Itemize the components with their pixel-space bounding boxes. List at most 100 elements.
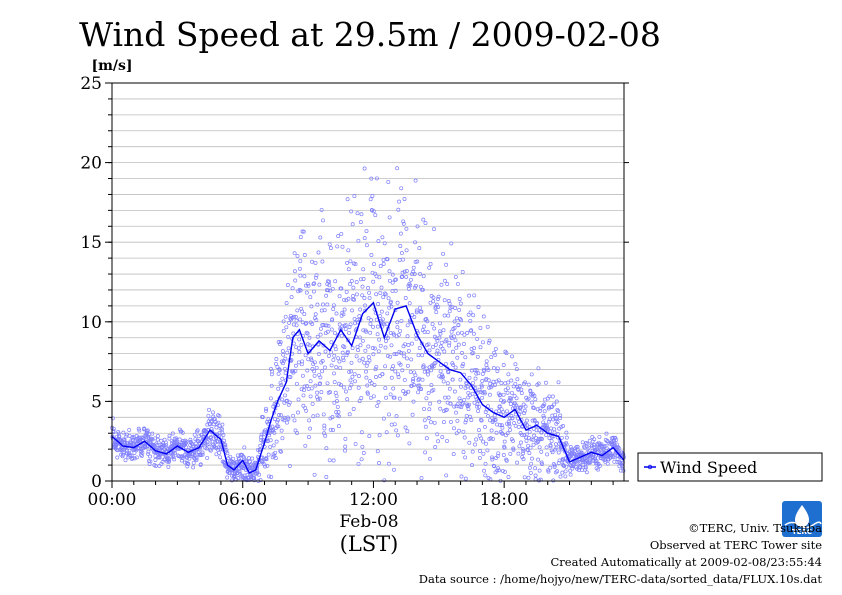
sample-point — [286, 402, 291, 407]
sample-point — [386, 335, 390, 340]
sample-point — [233, 466, 238, 470]
wave-icon — [784, 521, 822, 529]
sample-point — [502, 399, 507, 404]
sample-point — [286, 416, 291, 421]
sample-point — [475, 336, 480, 341]
sample-point — [455, 418, 460, 423]
sample-point — [438, 321, 442, 326]
sample-point — [392, 352, 397, 357]
sample-point — [532, 419, 537, 424]
sample-point — [531, 405, 536, 410]
sample-point — [383, 364, 388, 369]
sample-point — [310, 259, 314, 264]
sample-point — [234, 460, 239, 465]
sample-point — [399, 186, 404, 191]
sample-point — [550, 450, 555, 455]
sample-point — [452, 326, 457, 330]
sample-point — [276, 424, 281, 429]
sample-point — [491, 436, 495, 441]
sample-point — [353, 441, 358, 446]
sample-point — [218, 447, 223, 452]
sample-point — [480, 379, 485, 383]
sample-point — [289, 295, 294, 300]
sample-point — [410, 272, 415, 277]
sample-point — [497, 393, 502, 398]
sample-point — [231, 456, 236, 461]
sample-point — [584, 470, 589, 475]
sample-point — [229, 478, 234, 483]
sample-point — [309, 304, 314, 309]
sample-point — [369, 318, 373, 322]
sample-point — [195, 428, 200, 433]
sample-point — [281, 352, 286, 357]
sample-point — [543, 380, 548, 385]
sample-point — [563, 474, 568, 479]
sample-point — [308, 379, 313, 384]
sample-point — [478, 389, 483, 394]
sample-point — [386, 179, 391, 184]
sample-point — [598, 463, 602, 468]
sample-point — [465, 384, 470, 389]
sample-point — [211, 410, 215, 415]
footer-created: Created Automatically at 2009-02-08/23:5… — [551, 555, 823, 569]
sample-point — [374, 292, 379, 297]
sample-point — [415, 259, 420, 264]
sample-point — [375, 332, 380, 337]
sample-point — [167, 458, 172, 463]
sample-point — [616, 445, 620, 450]
sample-point — [320, 259, 325, 264]
sample-point — [364, 229, 369, 234]
sample-point — [288, 316, 293, 321]
sample-point — [268, 396, 273, 401]
sample-point — [293, 363, 298, 368]
sample-point — [499, 423, 504, 428]
sample-point — [525, 397, 530, 402]
sample-point — [313, 312, 318, 317]
sample-point — [139, 447, 144, 451]
sample-point — [461, 429, 466, 434]
sample-point — [577, 464, 582, 469]
sample-point — [480, 395, 485, 400]
sample-point — [451, 334, 456, 339]
sample-point — [167, 436, 172, 441]
sample-point — [552, 430, 557, 435]
sample-point — [401, 219, 406, 224]
sample-point — [333, 331, 337, 336]
sample-point — [346, 248, 351, 253]
sample-point — [360, 356, 365, 361]
sample-point — [620, 460, 625, 465]
sample-point — [466, 407, 471, 412]
sample-point — [447, 386, 452, 391]
sample-point — [568, 445, 573, 449]
sample-point — [172, 448, 177, 453]
sample-point — [371, 324, 376, 329]
sample-point — [217, 430, 222, 435]
sample-point — [434, 310, 439, 315]
sample-point — [514, 367, 519, 372]
sample-point — [455, 281, 460, 286]
sample-point — [280, 376, 285, 381]
sample-point — [405, 363, 410, 368]
sample-point — [373, 213, 378, 218]
sample-point — [232, 473, 237, 478]
sample-point — [211, 414, 216, 419]
sample-point — [356, 374, 361, 378]
sample-point — [349, 209, 354, 214]
sample-point — [570, 466, 575, 471]
sample-point — [357, 335, 362, 340]
sample-point — [529, 437, 534, 442]
sample-point — [278, 380, 283, 385]
sample-point — [423, 450, 428, 455]
sample-point — [115, 455, 120, 460]
sample-point — [492, 413, 497, 418]
sample-point — [318, 332, 323, 337]
sample-point — [385, 311, 390, 316]
sample-point — [337, 294, 342, 299]
sample-point — [504, 458, 509, 463]
sample-point — [580, 468, 585, 473]
sample-point — [217, 414, 222, 419]
sample-point — [445, 381, 450, 386]
sample-point — [484, 359, 489, 364]
sample-point — [319, 390, 324, 395]
sample-point — [440, 375, 445, 379]
